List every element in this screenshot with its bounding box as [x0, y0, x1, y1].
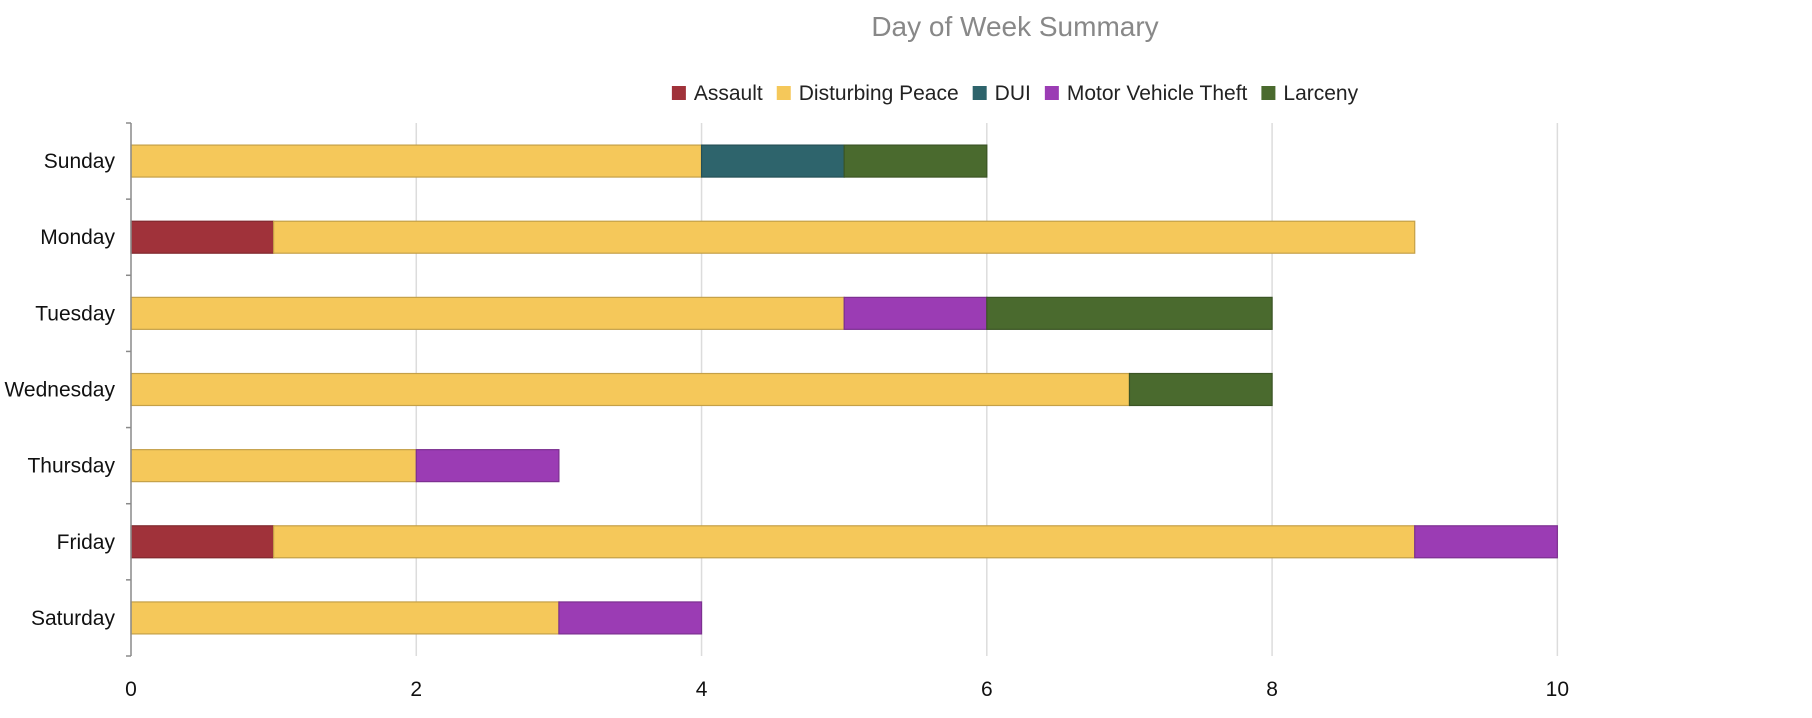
legend-item[interactable]: Assault: [671, 82, 763, 105]
y-category-label: Saturday: [31, 607, 116, 630]
bar-segment[interactable]: [130, 372, 1131, 407]
bar-segment[interactable]: [1128, 372, 1273, 407]
bar-segment[interactable]: [130, 144, 703, 178]
bar-segment[interactable]: [986, 296, 1273, 330]
legend-label: DUI: [995, 82, 1031, 105]
bar-segment[interactable]: [130, 449, 417, 483]
x-axis-ticks: 0 2 4 6 8 10: [125, 678, 1569, 701]
legend-swatch: [1261, 86, 1276, 100]
legend-item[interactable]: DUI: [972, 82, 1031, 105]
y-category-label: Thursday: [27, 455, 115, 478]
legend-item[interactable]: Larceny: [1261, 82, 1359, 105]
legend-label: Motor Vehicle Theft: [1067, 82, 1248, 105]
bar-segment[interactable]: [843, 296, 988, 330]
y-category-label: Tuesday: [35, 302, 115, 325]
legend-swatch: [776, 86, 791, 100]
y-category-label: Wednesday: [4, 379, 115, 402]
x-tick-label: 4: [696, 678, 708, 701]
chart-bars: [130, 144, 1558, 635]
bar-segment[interactable]: [130, 220, 275, 254]
y-category-label: Sunday: [44, 150, 116, 173]
chart-axes: [126, 122, 132, 657]
bar-segment[interactable]: [273, 220, 1416, 254]
chart-legend: Assault Disturbing Peace DUI Motor Vehicle …: [671, 82, 1359, 105]
legend-swatch: [671, 86, 686, 100]
x-tick-label: 0: [125, 678, 137, 701]
y-category-label: Friday: [57, 531, 116, 554]
x-tick-label: 2: [410, 678, 422, 701]
x-tick-label: 10: [1546, 678, 1569, 701]
bar-segment[interactable]: [843, 144, 988, 178]
legend-item[interactable]: Disturbing Peace: [776, 82, 959, 105]
y-axis-ticks: Sunday Monday Tuesday Wednesday Thursday Frid…: [4, 150, 115, 630]
chart-title: Day of Week Summary: [871, 11, 1158, 42]
bar-segment[interactable]: [1414, 525, 1558, 559]
x-tick-label: 8: [1266, 678, 1278, 701]
bar-segment[interactable]: [130, 601, 560, 635]
bar-segment[interactable]: [558, 601, 703, 635]
bar-segment[interactable]: [700, 144, 845, 178]
legend-swatch: [1044, 86, 1059, 100]
bar-segment[interactable]: [415, 449, 560, 483]
legend-item[interactable]: Motor Vehicle Theft: [1044, 82, 1248, 105]
legend-label: Disturbing Peace: [799, 82, 959, 105]
x-tick-label: 6: [981, 678, 993, 701]
bar-segment[interactable]: [130, 296, 845, 330]
bar-segment[interactable]: [130, 525, 275, 559]
legend-swatch: [972, 86, 987, 100]
legend-label: Larceny: [1283, 82, 1358, 105]
legend-label: Assault: [694, 82, 763, 105]
bar-segment[interactable]: [273, 525, 1416, 559]
y-category-label: Monday: [40, 226, 115, 249]
